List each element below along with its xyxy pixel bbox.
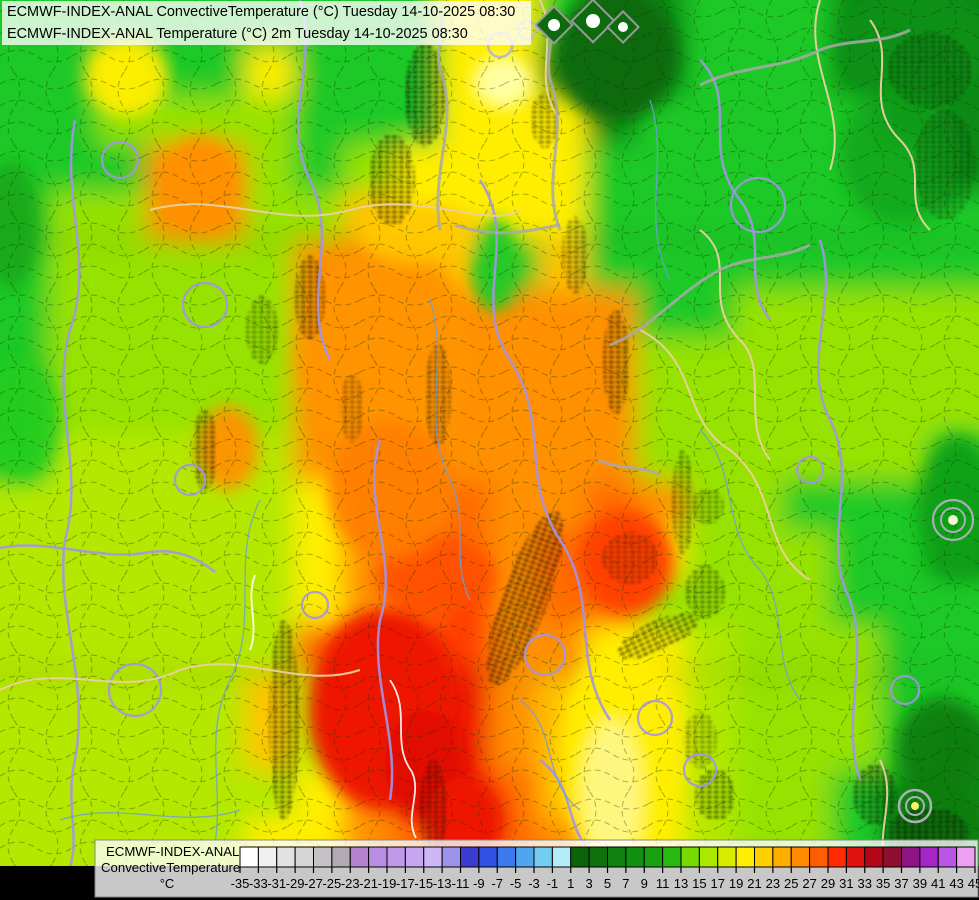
svg-text:11: 11	[656, 876, 670, 891]
svg-text:ConvectiveTemperature: ConvectiveTemperature	[101, 860, 240, 875]
svg-text:23: 23	[766, 876, 780, 891]
svg-text:43: 43	[949, 876, 963, 891]
svg-text:-19: -19	[378, 876, 397, 891]
svg-text:-1: -1	[547, 876, 559, 891]
svg-text:-9: -9	[473, 876, 485, 891]
svg-text:-15: -15	[414, 876, 433, 891]
svg-text:1: 1	[567, 876, 574, 891]
svg-text:-5: -5	[510, 876, 522, 891]
svg-text:33: 33	[858, 876, 872, 891]
svg-text:ECMWF-INDEX-ANAL: ECMWF-INDEX-ANAL	[106, 844, 239, 859]
svg-text:3: 3	[586, 876, 593, 891]
svg-text:39: 39	[913, 876, 927, 891]
svg-text:-29: -29	[286, 876, 305, 891]
svg-text:31: 31	[839, 876, 853, 891]
svg-text:-21: -21	[359, 876, 378, 891]
svg-text:29: 29	[821, 876, 835, 891]
svg-text:-35: -35	[231, 876, 250, 891]
svg-text:13: 13	[674, 876, 688, 891]
svg-text:-17: -17	[396, 876, 415, 891]
svg-text:-25: -25	[322, 876, 341, 891]
svg-text:7: 7	[622, 876, 629, 891]
svg-text:-13: -13	[433, 876, 452, 891]
svg-text:-23: -23	[341, 876, 360, 891]
svg-text:35: 35	[876, 876, 890, 891]
svg-text:21: 21	[747, 876, 761, 891]
svg-text:-33: -33	[249, 876, 268, 891]
svg-text:9: 9	[641, 876, 648, 891]
svg-text:45: 45	[968, 876, 979, 891]
svg-text:-11: -11	[452, 876, 470, 891]
svg-text:-3: -3	[528, 876, 540, 891]
svg-text:-7: -7	[491, 876, 503, 891]
svg-text:17: 17	[711, 876, 725, 891]
svg-text:25: 25	[784, 876, 798, 891]
svg-text:5: 5	[604, 876, 611, 891]
svg-text:15: 15	[692, 876, 706, 891]
svg-text:°C: °C	[160, 876, 175, 891]
svg-text:-27: -27	[304, 876, 323, 891]
svg-text:41: 41	[931, 876, 945, 891]
svg-text:-31: -31	[267, 876, 286, 891]
svg-text:37: 37	[894, 876, 908, 891]
svg-text:27: 27	[802, 876, 816, 891]
svg-text:19: 19	[729, 876, 743, 891]
